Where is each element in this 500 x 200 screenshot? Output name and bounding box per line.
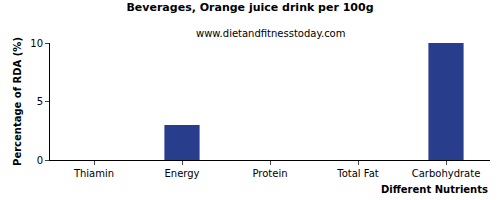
svg-text:0: 0 [37, 155, 43, 166]
svg-text:10: 10 [30, 38, 43, 49]
svg-text:Total Fat: Total Fat [336, 168, 378, 179]
svg-text:Percentage of RDA (%): Percentage of RDA (%) [12, 37, 23, 166]
svg-text:Carbohydrate: Carbohydrate [412, 168, 481, 179]
svg-text:Protein: Protein [252, 168, 287, 179]
svg-text:Energy: Energy [164, 168, 199, 179]
svg-text:Thiamin: Thiamin [73, 168, 114, 179]
svg-text:5: 5 [37, 96, 43, 107]
svg-text:Beverages, Orange juice drink: Beverages, Orange juice drink per 100g [126, 1, 373, 14]
svg-text:Different Nutrients: Different Nutrients [381, 184, 488, 195]
svg-text:www.dietandfitnesstoday.com: www.dietandfitnesstoday.com [196, 28, 345, 39]
